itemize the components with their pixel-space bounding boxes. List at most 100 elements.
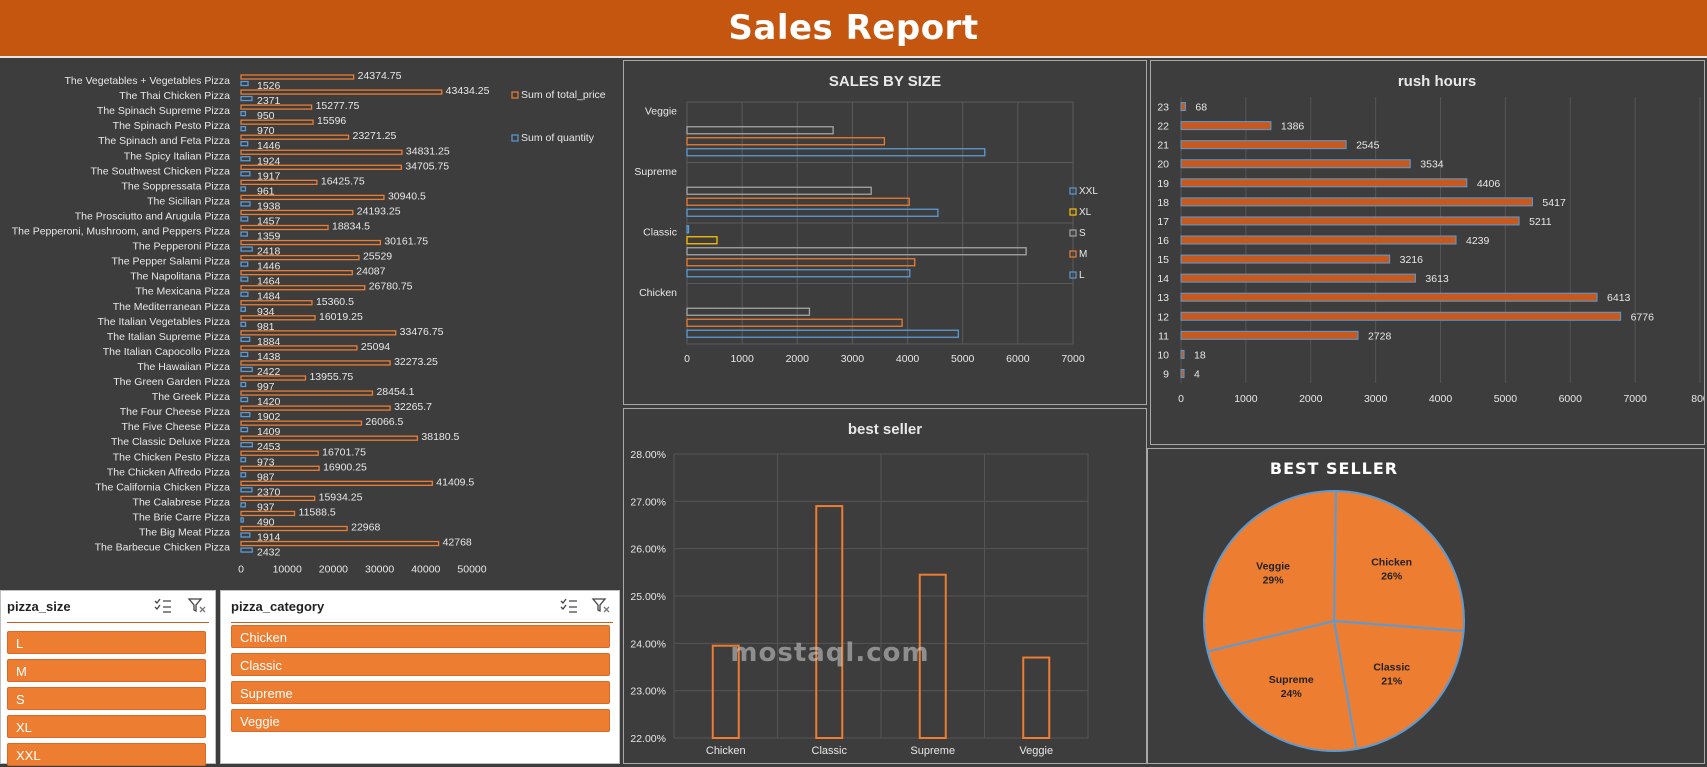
slicer-item-classic[interactable]: Classic bbox=[231, 653, 610, 676]
data-label-quantity: 1420 bbox=[257, 396, 281, 408]
best-seller-pie-panel: BEST SELLER Chicken 26% Classic 21% Supreme 24… bbox=[1147, 448, 1705, 764]
chart-title: best seller bbox=[848, 421, 922, 438]
bar-total-price-the-hawaiian-pizza bbox=[240, 360, 391, 366]
data-label-quantity: 1446 bbox=[257, 261, 281, 273]
multi-select-icon[interactable] bbox=[559, 597, 579, 615]
legend-label-xxl: XXL bbox=[1079, 186, 1098, 197]
bar-total-price-the-italian-supreme-pizza bbox=[240, 330, 397, 336]
bar-total-price-the-california-chicken-pizza bbox=[240, 480, 433, 487]
bar-hour-18 bbox=[1180, 197, 1533, 207]
slicer-item-size-xxl[interactable]: XXL bbox=[7, 743, 206, 766]
data-label-total-price: 25094 bbox=[361, 341, 390, 353]
data-label-quantity: 950 bbox=[257, 110, 275, 122]
data-label-total-price: 24087 bbox=[356, 266, 385, 278]
data-label-quantity: 490 bbox=[257, 516, 275, 528]
bar-quantity-the-spinach-pesto-pizza bbox=[240, 126, 247, 132]
bar-hour-22 bbox=[1180, 121, 1272, 131]
x-tick-label: 6000 bbox=[1006, 353, 1030, 365]
hour-label-11: 11 bbox=[1158, 330, 1169, 342]
pizza-category-slicer[interactable]: pizza_category Chicken Classic Supreme V… bbox=[220, 590, 620, 764]
data-label-quantity: 987 bbox=[257, 471, 275, 483]
data-label-total-price: 15360.5 bbox=[316, 296, 354, 308]
data-label-total-price: 26066.5 bbox=[365, 416, 403, 428]
legend-swatch-total-price bbox=[511, 91, 519, 99]
clear-filter-icon[interactable] bbox=[187, 597, 207, 615]
chart-title: SALES BY SIZE bbox=[829, 73, 941, 90]
slicer-item-size-l[interactable]: L bbox=[7, 631, 206, 654]
bar-quantity-the-pepperoni-mushroom-and-peppers-pizza bbox=[240, 231, 248, 237]
bar-quantity-the-chicken-alfredo-pizza bbox=[240, 472, 247, 478]
x-tick-label: 6000 bbox=[1559, 393, 1583, 405]
bar-total-price-the-prosciutto-and-arugula-pizza bbox=[240, 209, 354, 216]
hour-label-19: 19 bbox=[1157, 178, 1169, 190]
bar-quantity-the-italian-capocollo-pizza bbox=[240, 351, 249, 358]
bar-total-price-the-soppressata-pizza bbox=[240, 179, 318, 185]
bar-l-chicken bbox=[686, 329, 959, 338]
y-tick-label: 28.00% bbox=[630, 449, 666, 461]
data-label-quantity: 1457 bbox=[257, 215, 281, 227]
x-tick-label: 10000 bbox=[273, 564, 302, 576]
pie-slice-veggie bbox=[1203, 490, 1337, 653]
hour-label-12: 12 bbox=[1157, 311, 1169, 323]
category-label-the-five-cheese-pizza: The Five Cheese Pizza bbox=[121, 421, 230, 433]
category-label-the-spinach-supreme-pizza: The Spinach Supreme Pizza bbox=[97, 105, 230, 117]
category-label-the-big-meat-pizza: The Big Meat Pizza bbox=[139, 527, 230, 539]
bar-quantity-the-mediterranean-pizza bbox=[240, 306, 246, 312]
bar-quantity-the-california-chicken-pizza bbox=[240, 487, 253, 493]
bar-hour-17 bbox=[1180, 216, 1520, 226]
legend-swatch-l bbox=[1069, 271, 1077, 279]
bar-s-veggie bbox=[686, 126, 834, 135]
data-label-total-price: 15596 bbox=[317, 115, 346, 127]
x-tick-label: 20000 bbox=[319, 564, 348, 576]
category-label-the-chicken-pesto-pizza: The Chicken Pesto Pizza bbox=[113, 451, 230, 463]
slicer-divider bbox=[7, 622, 209, 623]
category-label-supreme: Supreme bbox=[634, 166, 677, 178]
category-label-the-spinach-pesto-pizza: The Spinach Pesto Pizza bbox=[113, 120, 230, 132]
bar-quantity-the-soppressata-pizza bbox=[240, 186, 247, 192]
pizza-size-slicer[interactable]: pizza_size L M S XL XXL bbox=[0, 590, 216, 766]
bar-m-chicken bbox=[686, 318, 903, 327]
report-header: Sales Report bbox=[0, 0, 1707, 58]
category-label-chicken: Chicken bbox=[706, 745, 746, 757]
bar-total-price-the-vegetables-vegetables-pizza bbox=[240, 74, 355, 80]
bar-total-price-the-spinach-pesto-pizza bbox=[240, 119, 314, 125]
data-label-total-price: 23271.25 bbox=[353, 130, 397, 142]
slicer-item-size-s[interactable]: S bbox=[7, 687, 206, 710]
legend-swatch-s bbox=[1069, 229, 1077, 237]
legend-swatch-xl bbox=[1069, 208, 1077, 216]
bar-hour-20 bbox=[1180, 159, 1411, 169]
bar-quantity-the-mexicana-pizza bbox=[240, 291, 249, 297]
slicer-item-size-xl[interactable]: XL bbox=[7, 715, 206, 738]
data-label-total-price: 30161.75 bbox=[384, 236, 428, 248]
bar-l-veggie bbox=[686, 148, 986, 157]
slicer-divider bbox=[231, 622, 613, 623]
data-label-hour-22: 1386 bbox=[1281, 121, 1305, 133]
data-label-total-price: 34831.25 bbox=[406, 145, 450, 157]
category-label-veggie: Veggie bbox=[645, 105, 677, 117]
data-label-quantity: 981 bbox=[257, 321, 275, 333]
multi-select-icon[interactable] bbox=[153, 597, 173, 615]
category-label-chicken: Chicken bbox=[639, 287, 677, 299]
bar-quantity-the-prosciutto-and-arugula-pizza bbox=[240, 216, 249, 222]
data-label-quantity: 961 bbox=[257, 185, 275, 197]
bar-total-price-the-calabrese-pizza bbox=[240, 495, 316, 502]
bar-total-price-the-green-garden-pizza bbox=[240, 375, 307, 381]
category-label-the-mexicana-pizza: The Mexicana Pizza bbox=[135, 286, 230, 298]
bar-hour-21 bbox=[1180, 140, 1347, 150]
x-tick-label: 0 bbox=[1178, 393, 1184, 405]
rush-hours-panel: rush hours 0 1000 2000 3000 4000 5000 6000 7000 8… bbox=[1150, 60, 1705, 445]
data-label-hour-9: 4 bbox=[1194, 368, 1200, 380]
bar-m-veggie bbox=[686, 137, 886, 146]
data-label-total-price: 28454.1 bbox=[376, 386, 414, 398]
slicer-item-chicken[interactable]: Chicken bbox=[231, 625, 610, 648]
data-label-quantity: 1914 bbox=[257, 532, 281, 544]
data-label-total-price: 16900.25 bbox=[323, 461, 367, 473]
bar-total-price-the-five-cheese-pizza bbox=[240, 420, 363, 426]
y-tick-label: 27.00% bbox=[630, 496, 666, 508]
slicer-item-size-m[interactable]: M bbox=[7, 659, 206, 682]
clear-filter-icon[interactable] bbox=[591, 597, 611, 615]
slicer-item-veggie[interactable]: Veggie bbox=[231, 709, 610, 732]
bar-hour-16 bbox=[1180, 235, 1457, 245]
data-label-total-price: 43434.25 bbox=[446, 85, 490, 97]
slicer-item-supreme[interactable]: Supreme bbox=[231, 681, 610, 704]
